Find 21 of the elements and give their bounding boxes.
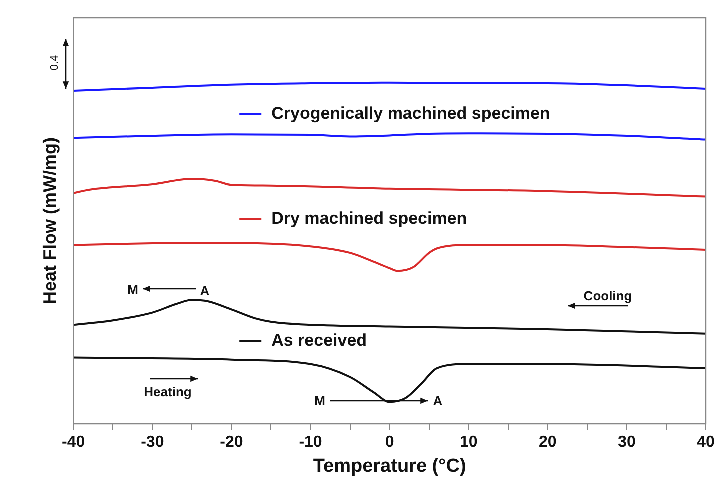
annotation: A (200, 284, 210, 298)
legend-label: Dry machined specimen (272, 208, 468, 228)
legend-label: As received (272, 331, 368, 350)
x-tick-label: 20 (539, 434, 557, 452)
annotation: Heating (144, 384, 192, 400)
x-axis-title: Temperature (°C) (313, 456, 466, 477)
x-tick-label: 10 (460, 434, 478, 452)
x-tick-label: 0 (385, 434, 394, 452)
annotation: Cooling (584, 288, 632, 304)
x-tick-label: 30 (618, 434, 636, 452)
annotation: A (433, 394, 443, 408)
x-tick-label: 40 (697, 434, 715, 452)
x-tick-label: -10 (299, 434, 322, 452)
annotation: M (128, 282, 138, 298)
x-tick-label: -40 (62, 434, 86, 452)
legend-label: Cryogenically machined specimen (272, 104, 550, 124)
y-axis-title: Heat Flow (mW/mg) (40, 138, 60, 304)
text: 0.4 (49, 55, 61, 71)
x-tick-label: -30 (141, 434, 164, 452)
x-tick-label: -20 (220, 434, 244, 452)
annotation: M (314, 394, 326, 408)
